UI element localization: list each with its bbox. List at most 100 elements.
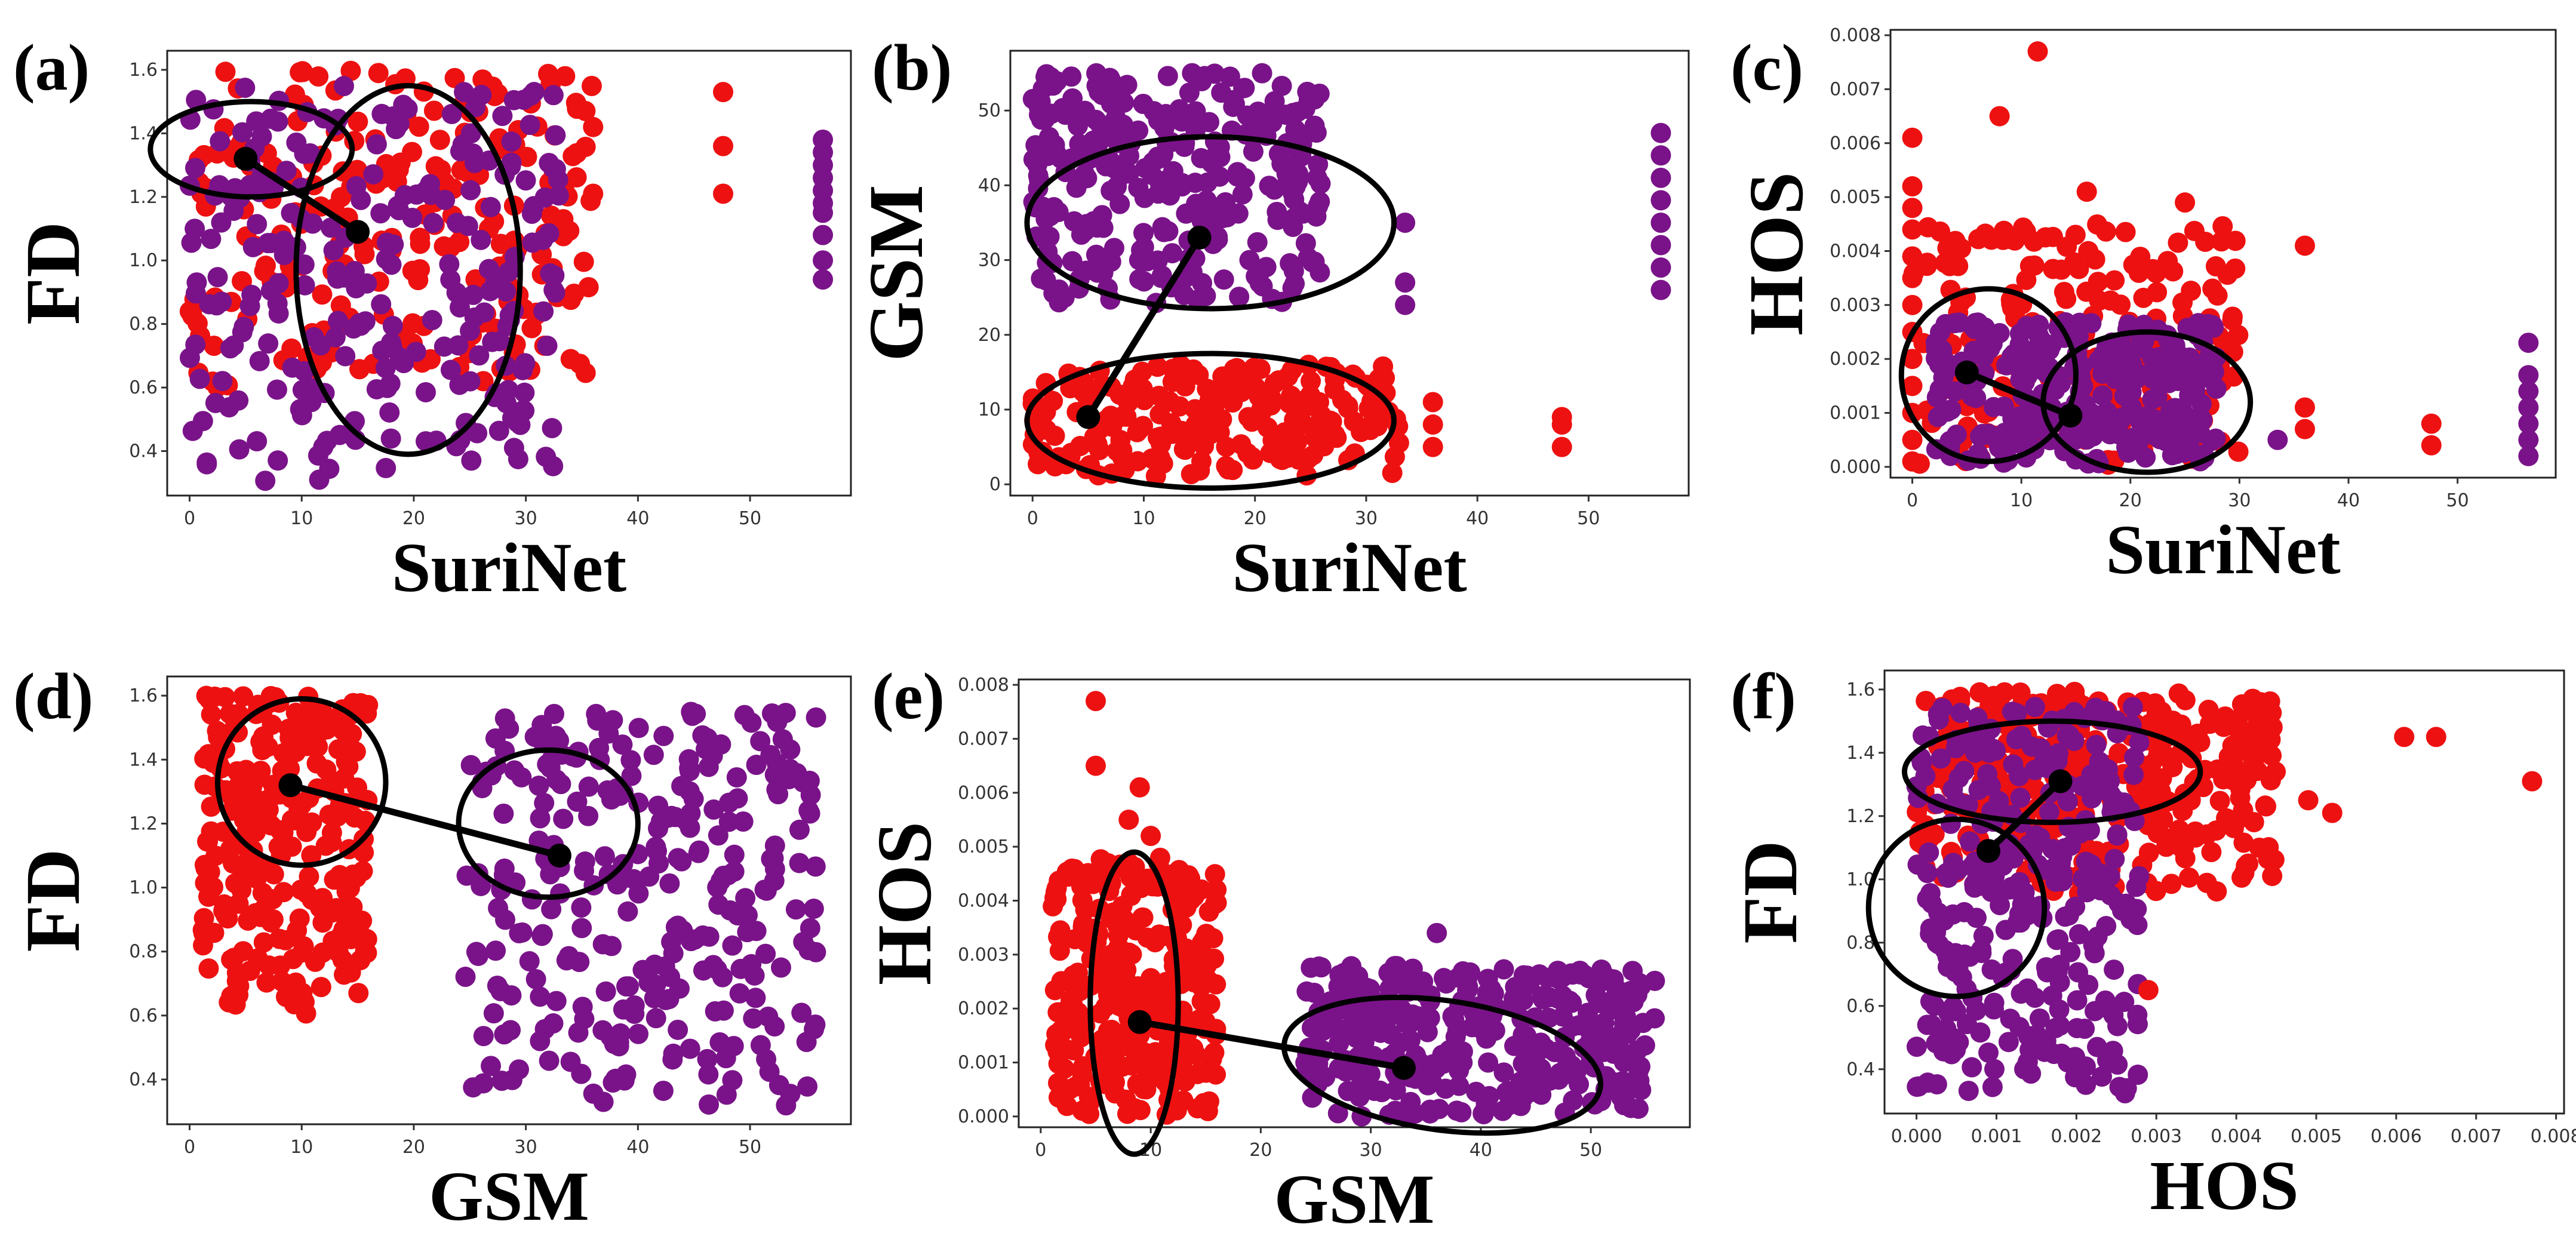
data-point-red: [1175, 376, 1195, 397]
data-point-red: [2228, 441, 2249, 462]
data-point-purple: [2107, 824, 2128, 845]
data-point-purple: [1105, 87, 1126, 107]
data-point-purple: [2021, 736, 2042, 757]
data-point-red: [567, 99, 588, 119]
data-point-purple: [556, 950, 577, 971]
data-point-red: [1382, 463, 1403, 484]
data-point-purple: [1308, 154, 1329, 175]
data-point-red: [1251, 399, 1272, 420]
data-point-purple: [578, 776, 599, 797]
data-point-purple: [1650, 122, 1671, 143]
cluster-ellipse: [1865, 816, 2048, 999]
data-point-red: [2206, 820, 2227, 841]
x-tick-label: 40: [1466, 508, 1489, 529]
data-point-purple: [207, 267, 228, 288]
data-point-purple: [1547, 960, 1568, 981]
data-point-purple: [798, 800, 819, 821]
data-point-purple: [743, 1008, 764, 1029]
data-point-purple: [1309, 262, 1330, 283]
data-point-red: [1154, 988, 1175, 1009]
data-point-red: [472, 69, 493, 90]
data-point-red: [1989, 106, 2010, 127]
data-point-purple: [2030, 896, 2051, 916]
data-point-purple: [467, 423, 488, 444]
data-point-purple: [247, 431, 268, 452]
data-point-purple: [1650, 235, 1671, 256]
data-point-purple: [1174, 136, 1195, 157]
y-tick-label: 50: [978, 100, 1001, 121]
data-point-purple: [621, 765, 642, 786]
data-point-red: [259, 955, 279, 976]
panel-e: 0 10 20 30 40 50 0.000 0.001 0.002 0.003 0.004 0.00…: [859, 629, 1717, 1257]
data-point-purple: [2064, 730, 2085, 751]
data-point-red: [2056, 288, 2077, 309]
data-point-red: [2027, 41, 2048, 62]
data-point-purple: [2024, 988, 2045, 1008]
data-point-purple: [267, 379, 288, 400]
data-point-red: [1121, 885, 1142, 906]
data-point-red: [560, 349, 581, 370]
x-tick-label: 20: [402, 1137, 425, 1158]
data-point-red: [328, 739, 349, 759]
data-point-purple: [544, 265, 565, 286]
data-point-purple: [498, 262, 519, 282]
data-point-purple: [211, 212, 232, 233]
data-point-purple: [268, 273, 289, 294]
data-point-purple: [533, 301, 554, 322]
x-axis-title: HOS: [2150, 1146, 2298, 1225]
data-point-purple: [1906, 1036, 1927, 1057]
data-point-purple: [1477, 983, 1498, 1004]
data-point-red: [262, 714, 282, 735]
points-layer-a: [179, 60, 834, 491]
data-point-purple: [1612, 1023, 1633, 1044]
data-point-purple: [2093, 345, 2114, 365]
data-point-purple: [688, 840, 709, 861]
y-tick-label: 0.007: [958, 728, 1009, 749]
data-point-red: [575, 362, 596, 383]
data-point-purple: [679, 781, 700, 802]
data-point-purple: [1344, 1005, 1364, 1026]
cluster-ellipse: [214, 696, 389, 868]
data-point-purple: [1441, 1043, 1462, 1064]
data-point-red: [1047, 1002, 1068, 1023]
data-point-red: [1993, 229, 2014, 250]
x-axis-title: GSM: [429, 1157, 589, 1235]
data-point-purple: [1650, 145, 1671, 166]
data-point-purple: [1271, 75, 1292, 96]
data-point-red: [301, 845, 322, 866]
data-point-red: [1069, 981, 1090, 1002]
data-point-purple: [2129, 732, 2150, 753]
y-tick-label: 0: [989, 474, 1001, 495]
data-point-red: [2153, 710, 2174, 731]
data-point-purple: [2161, 425, 2182, 445]
data-point-purple: [468, 945, 488, 966]
data-point-purple: [1944, 313, 1965, 334]
data-point-red: [2202, 278, 2223, 299]
data-point-purple: [448, 335, 469, 356]
data-point-purple: [2065, 1067, 2086, 1088]
data-point-purple: [797, 1076, 818, 1097]
data-point-red: [1551, 414, 1572, 435]
data-point-purple: [460, 755, 481, 776]
x-axis-title: GSM: [1274, 1160, 1435, 1238]
data-point-purple: [1133, 94, 1154, 115]
data-point-red: [583, 183, 604, 204]
data-point-purple: [2047, 961, 2068, 982]
data-point-purple: [734, 705, 755, 725]
centroid-marker: [278, 773, 303, 798]
data-point-purple: [2071, 776, 2092, 796]
data-point-purple: [276, 161, 297, 182]
data-point-purple: [300, 143, 321, 164]
data-point-purple: [356, 273, 377, 294]
data-point-purple: [804, 1019, 825, 1039]
data-point-purple: [1232, 184, 1253, 205]
data-point-red: [261, 912, 282, 933]
data-point-red: [1169, 396, 1190, 417]
data-point-purple: [1234, 168, 1255, 189]
data-point-red: [313, 703, 334, 724]
cluster-ellipse: [1898, 286, 2079, 465]
data-point-purple: [1929, 354, 1950, 375]
data-point-red: [2168, 232, 2188, 253]
data-point-purple: [1539, 1007, 1560, 1028]
data-point-red: [1902, 198, 1923, 219]
